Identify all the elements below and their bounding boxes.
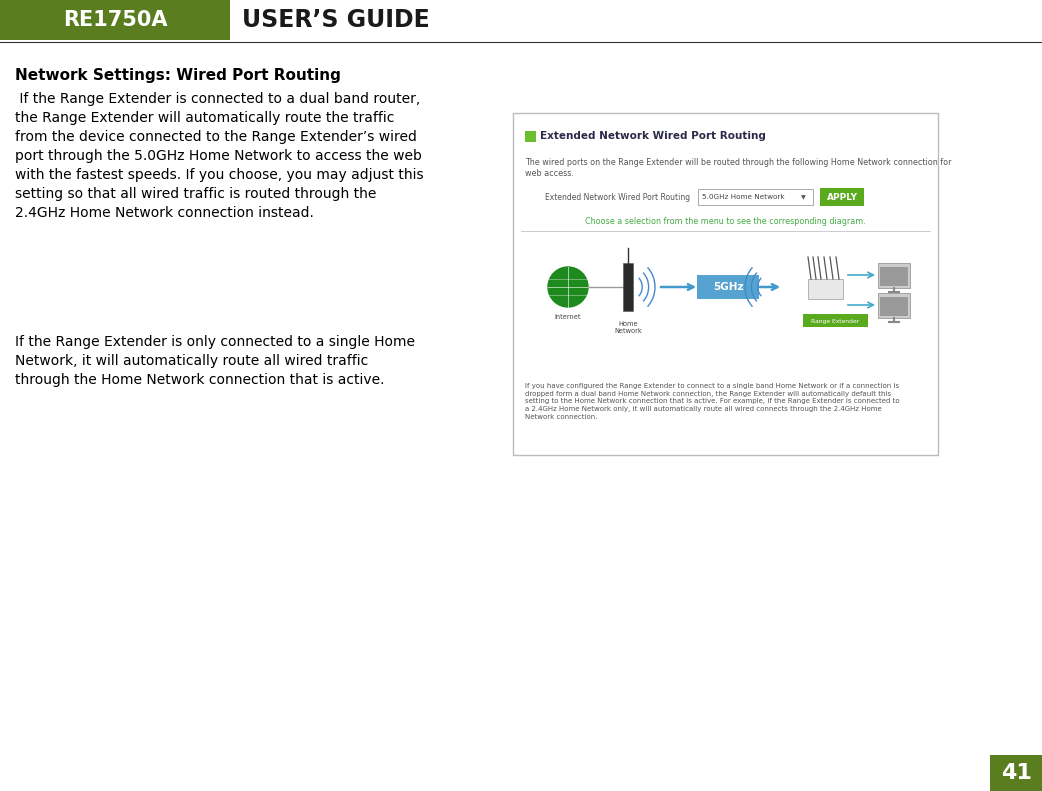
Text: 5GHz: 5GHz bbox=[713, 282, 743, 292]
Bar bbox=[513, 113, 938, 455]
Text: APPLY: APPLY bbox=[826, 192, 858, 202]
Bar bbox=[990, 755, 1042, 791]
Bar bbox=[623, 263, 632, 311]
Text: If you have configured the Range Extender to connect to a single band Home Netwo: If you have configured the Range Extende… bbox=[525, 383, 899, 420]
Bar bbox=[878, 293, 910, 317]
Text: If the Range Extender is only connected to a single Home
Network, it will automa: If the Range Extender is only connected … bbox=[15, 335, 415, 387]
Text: USER’S GUIDE: USER’S GUIDE bbox=[242, 8, 429, 32]
Text: Choose a selection from the menu to see the corresponding diagram.: Choose a selection from the menu to see … bbox=[586, 217, 866, 226]
Bar bbox=[525, 131, 536, 142]
Bar bbox=[820, 188, 864, 206]
Text: Extended Network Wired Port Routing: Extended Network Wired Port Routing bbox=[540, 131, 766, 141]
Bar bbox=[880, 297, 908, 316]
Bar bbox=[878, 263, 910, 287]
Bar bbox=[697, 275, 759, 299]
Text: Network Settings: Wired Port Routing: Network Settings: Wired Port Routing bbox=[15, 68, 341, 83]
Text: If the Range Extender is connected to a dual band router,
the Range Extender wil: If the Range Extender is connected to a … bbox=[15, 92, 424, 220]
Text: ▼: ▼ bbox=[801, 195, 805, 200]
Text: Range Extender: Range Extender bbox=[811, 319, 859, 324]
Bar bbox=[0, 0, 230, 40]
Text: 5.0GHz Home Network: 5.0GHz Home Network bbox=[702, 194, 785, 200]
Text: RE1750A: RE1750A bbox=[63, 10, 168, 30]
Text: 41: 41 bbox=[1000, 763, 1032, 783]
Bar bbox=[698, 189, 813, 205]
Bar bbox=[808, 279, 843, 299]
Text: The wired ports on the Range Extender will be routed through the following Home : The wired ports on the Range Extender wi… bbox=[525, 158, 951, 178]
Bar bbox=[803, 314, 868, 327]
Text: Internet: Internet bbox=[554, 314, 581, 320]
Bar bbox=[880, 267, 908, 286]
Circle shape bbox=[548, 267, 588, 307]
Text: Home
Network: Home Network bbox=[614, 321, 642, 334]
Text: Extended Network Wired Port Routing: Extended Network Wired Port Routing bbox=[545, 192, 690, 202]
